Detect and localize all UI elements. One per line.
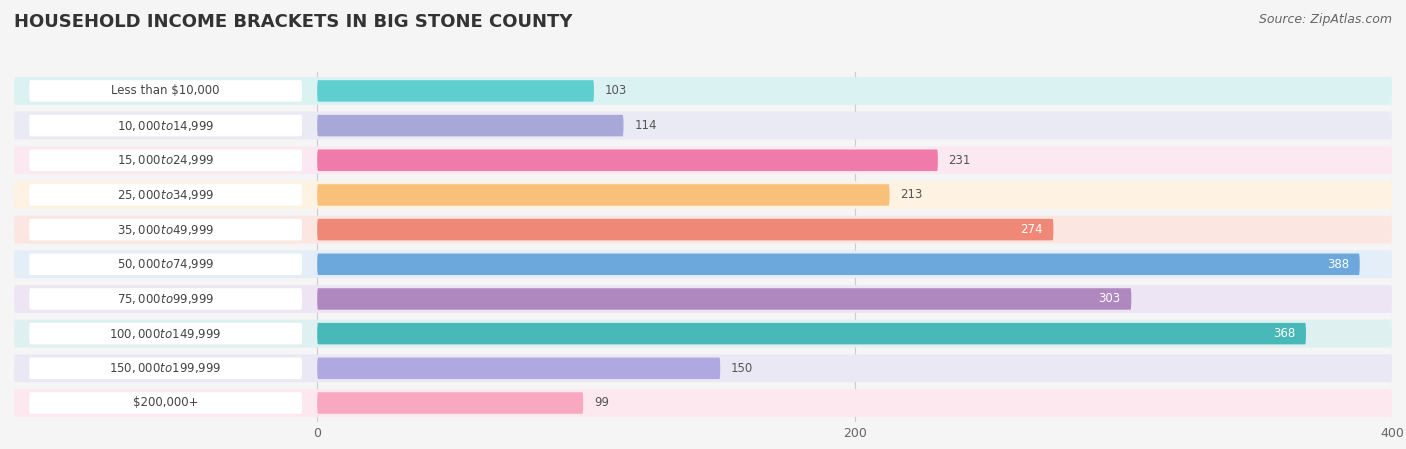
FancyBboxPatch shape: [318, 219, 1053, 240]
FancyBboxPatch shape: [318, 288, 1132, 310]
FancyBboxPatch shape: [14, 389, 1392, 417]
Text: $10,000 to $14,999: $10,000 to $14,999: [117, 119, 214, 132]
Text: 114: 114: [634, 119, 657, 132]
FancyBboxPatch shape: [30, 219, 302, 240]
FancyBboxPatch shape: [14, 251, 1392, 278]
FancyBboxPatch shape: [318, 357, 720, 379]
Text: 99: 99: [593, 396, 609, 409]
FancyBboxPatch shape: [318, 254, 1360, 275]
FancyBboxPatch shape: [30, 357, 302, 379]
Text: $25,000 to $34,999: $25,000 to $34,999: [117, 188, 214, 202]
Text: 103: 103: [605, 84, 627, 97]
Text: 150: 150: [731, 362, 754, 375]
FancyBboxPatch shape: [318, 184, 890, 206]
Text: $150,000 to $199,999: $150,000 to $199,999: [110, 361, 222, 375]
Text: 368: 368: [1272, 327, 1295, 340]
Text: 388: 388: [1327, 258, 1348, 271]
Text: 231: 231: [949, 154, 972, 167]
FancyBboxPatch shape: [14, 77, 1392, 105]
Text: $50,000 to $74,999: $50,000 to $74,999: [117, 257, 214, 271]
FancyBboxPatch shape: [14, 285, 1392, 313]
FancyBboxPatch shape: [30, 254, 302, 275]
FancyBboxPatch shape: [14, 320, 1392, 348]
FancyBboxPatch shape: [318, 323, 1306, 344]
FancyBboxPatch shape: [318, 80, 593, 101]
Text: 213: 213: [900, 189, 922, 202]
Text: Source: ZipAtlas.com: Source: ZipAtlas.com: [1258, 13, 1392, 26]
Text: $200,000+: $200,000+: [134, 396, 198, 409]
Text: 274: 274: [1021, 223, 1043, 236]
FancyBboxPatch shape: [30, 288, 302, 310]
Text: $75,000 to $99,999: $75,000 to $99,999: [117, 292, 214, 306]
FancyBboxPatch shape: [30, 115, 302, 136]
Text: $35,000 to $49,999: $35,000 to $49,999: [117, 223, 214, 237]
FancyBboxPatch shape: [30, 80, 302, 101]
Text: $100,000 to $149,999: $100,000 to $149,999: [110, 326, 222, 341]
FancyBboxPatch shape: [14, 216, 1392, 243]
FancyBboxPatch shape: [14, 146, 1392, 174]
FancyBboxPatch shape: [318, 392, 583, 414]
FancyBboxPatch shape: [30, 323, 302, 344]
Text: $15,000 to $24,999: $15,000 to $24,999: [117, 153, 214, 167]
Text: 303: 303: [1098, 292, 1121, 305]
FancyBboxPatch shape: [318, 150, 938, 171]
Text: HOUSEHOLD INCOME BRACKETS IN BIG STONE COUNTY: HOUSEHOLD INCOME BRACKETS IN BIG STONE C…: [14, 13, 572, 31]
FancyBboxPatch shape: [14, 112, 1392, 140]
Text: Less than $10,000: Less than $10,000: [111, 84, 219, 97]
FancyBboxPatch shape: [30, 150, 302, 171]
FancyBboxPatch shape: [14, 181, 1392, 209]
FancyBboxPatch shape: [30, 392, 302, 414]
FancyBboxPatch shape: [14, 354, 1392, 382]
FancyBboxPatch shape: [30, 184, 302, 206]
FancyBboxPatch shape: [318, 115, 623, 136]
